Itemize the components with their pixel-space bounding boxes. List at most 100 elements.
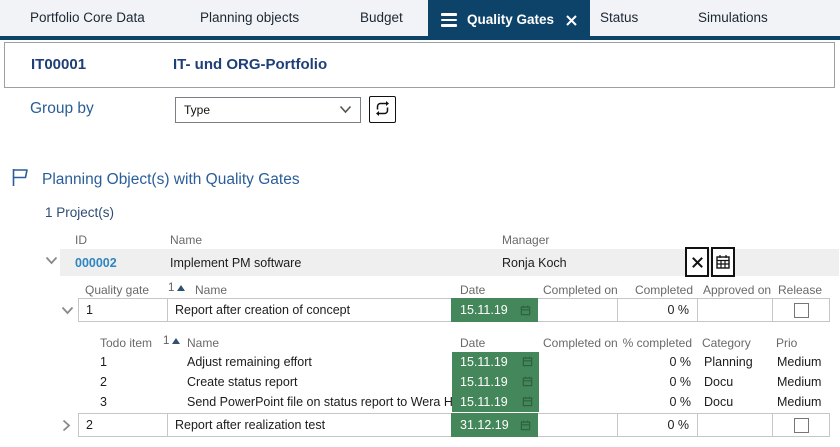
tab-budget[interactable]: Budget <box>360 10 403 25</box>
menu-icon[interactable] <box>441 13 457 27</box>
quality-gate-row[interactable]: 2 Report after realization test 31.12.19… <box>78 413 830 437</box>
todo-pct: 0 % <box>669 375 691 389</box>
todo-date: 15.11.19 <box>460 355 508 369</box>
gate-date-cell[interactable]: 15.11.19 <box>451 298 538 322</box>
project-count: 1 Project(s) <box>45 205 115 220</box>
gate-date: 15.11.19 <box>460 303 508 317</box>
sort-indicator[interactable]: 1 <box>163 335 181 347</box>
col-header-date[interactable]: Date <box>460 336 486 350</box>
sort-ascending-icon <box>172 337 181 344</box>
todo-date: 15.11.19 <box>460 375 508 389</box>
section-title: Planning Object(s) with Quality Gates <box>42 170 300 188</box>
todo-row[interactable]: 3 Send PowerPoint file on status report … <box>100 392 831 412</box>
col-header-completed[interactable]: Completed <box>634 283 693 297</box>
col-header-name[interactable]: Name <box>187 336 220 350</box>
calendar-icon <box>522 396 533 410</box>
section-heading: Planning Object(s) with Quality Gates <box>8 166 300 193</box>
todo-category: Docu <box>704 395 734 409</box>
col-header-category[interactable]: Category <box>702 336 751 350</box>
gate-number: 1 <box>78 298 168 322</box>
portfolio-id: IT00001 <box>31 56 87 73</box>
calendar-icon <box>520 420 531 434</box>
col-header-date[interactable]: Date <box>460 283 486 297</box>
calendar-icon <box>520 305 531 319</box>
portfolio-header: IT00001 IT- und ORG-Portfolio <box>4 42 835 88</box>
gate-completed-on <box>537 298 618 322</box>
calendar-icon <box>522 356 533 370</box>
tab-planning-objects[interactable]: Planning objects <box>200 10 300 25</box>
col-header-quality-gate[interactable]: Quality gate <box>85 283 150 297</box>
calendar-icon <box>716 255 730 269</box>
todo-row[interactable]: 1 Adjust remaining effort 15.11.19 0 % P… <box>100 352 831 372</box>
sort-order-number: 1 <box>163 335 170 347</box>
col-header-name[interactable]: Name <box>170 233 203 247</box>
sort-ascending-icon <box>177 284 186 291</box>
gate-release-cell <box>772 413 830 437</box>
calendar-icon <box>522 376 533 390</box>
todo-category: Planning <box>704 355 753 369</box>
todo-date-cell[interactable]: 15.11.19 <box>452 352 539 372</box>
col-header-completed-on[interactable]: Completed on <box>543 336 618 350</box>
chevron-down-icon[interactable] <box>61 306 74 315</box>
group-by-value: Type <box>184 103 211 117</box>
todo-pct: 0 % <box>669 395 691 409</box>
group-by-label: Group by <box>30 100 94 117</box>
x-icon <box>691 256 703 268</box>
todo-date-cell[interactable]: 15.11.19 <box>452 392 539 412</box>
quality-gate-row[interactable]: 1 Report after creation of concept 15.11… <box>78 298 830 322</box>
gate-date-cell[interactable]: 31.12.19 <box>451 413 538 437</box>
gate-approved-on <box>697 413 773 437</box>
gate-name: Report after realization test <box>167 413 452 437</box>
close-tab-icon[interactable] <box>566 14 577 26</box>
tab-status[interactable]: Status <box>600 10 639 25</box>
gate-name: Report after creation of concept <box>167 298 452 322</box>
refresh-icon <box>374 100 391 120</box>
project-id-link[interactable]: 000002 <box>75 256 117 270</box>
nav-accent-bar <box>0 36 840 40</box>
todo-prio: Medium <box>777 355 822 369</box>
refresh-button[interactable] <box>369 96 396 123</box>
project-row[interactable] <box>60 249 839 276</box>
portfolio-title: IT- und ORG-Portfolio <box>173 56 328 73</box>
flag-icon <box>8 166 30 193</box>
project-name: Implement PM software <box>170 256 302 270</box>
todo-number: 2 <box>100 375 107 389</box>
todo-prio: Medium <box>777 375 822 389</box>
gate-date: 31.12.19 <box>460 418 509 432</box>
release-checkbox[interactable] <box>793 302 809 318</box>
chevron-down-icon[interactable] <box>45 256 58 265</box>
sort-indicator[interactable]: 1 <box>168 282 186 294</box>
col-header-manager[interactable]: Manager <box>502 233 550 247</box>
tab-portfolio-core-data[interactable]: Portfolio Core Data <box>30 10 145 25</box>
col-header-todo-item[interactable]: Todo item <box>100 336 153 350</box>
todo-completed-on <box>539 372 619 392</box>
tab-simulations[interactable]: Simulations <box>698 10 768 25</box>
chevron-right-icon[interactable] <box>62 419 71 432</box>
release-checkbox[interactable] <box>793 417 809 433</box>
tab-quality-gates[interactable]: Quality Gates <box>428 0 591 40</box>
chevron-down-icon <box>339 101 352 119</box>
todo-row[interactable]: 2 Create status report 15.11.19 0 % Docu… <box>100 372 831 392</box>
col-header-id[interactable]: ID <box>75 233 87 247</box>
col-header-pct-completed[interactable]: % completed <box>622 336 692 350</box>
group-by-select[interactable]: Type <box>175 97 361 123</box>
todo-name: Adjust remaining effort <box>187 355 312 369</box>
col-header-prio[interactable]: Prio <box>776 336 798 350</box>
todo-name: Create status report <box>187 375 298 389</box>
todo-pct: 0 % <box>669 355 691 369</box>
gate-approved-on <box>697 298 773 322</box>
todo-date: 15.11.19 <box>460 395 508 409</box>
col-header-approved-on[interactable]: Approved on <box>703 283 772 297</box>
delete-button[interactable] <box>685 247 709 277</box>
gate-release-cell <box>772 298 830 322</box>
todo-date-cell[interactable]: 15.11.19 <box>452 372 539 392</box>
col-header-name[interactable]: Name <box>195 283 228 297</box>
col-header-completed-on[interactable]: Completed on <box>543 283 618 297</box>
todo-category: Docu <box>704 375 734 389</box>
sort-order-number: 1 <box>168 282 175 294</box>
todo-number: 1 <box>100 355 107 369</box>
col-header-release[interactable]: Release <box>778 283 823 297</box>
gate-completed-on <box>537 413 618 437</box>
calendar-button[interactable] <box>711 247 735 277</box>
